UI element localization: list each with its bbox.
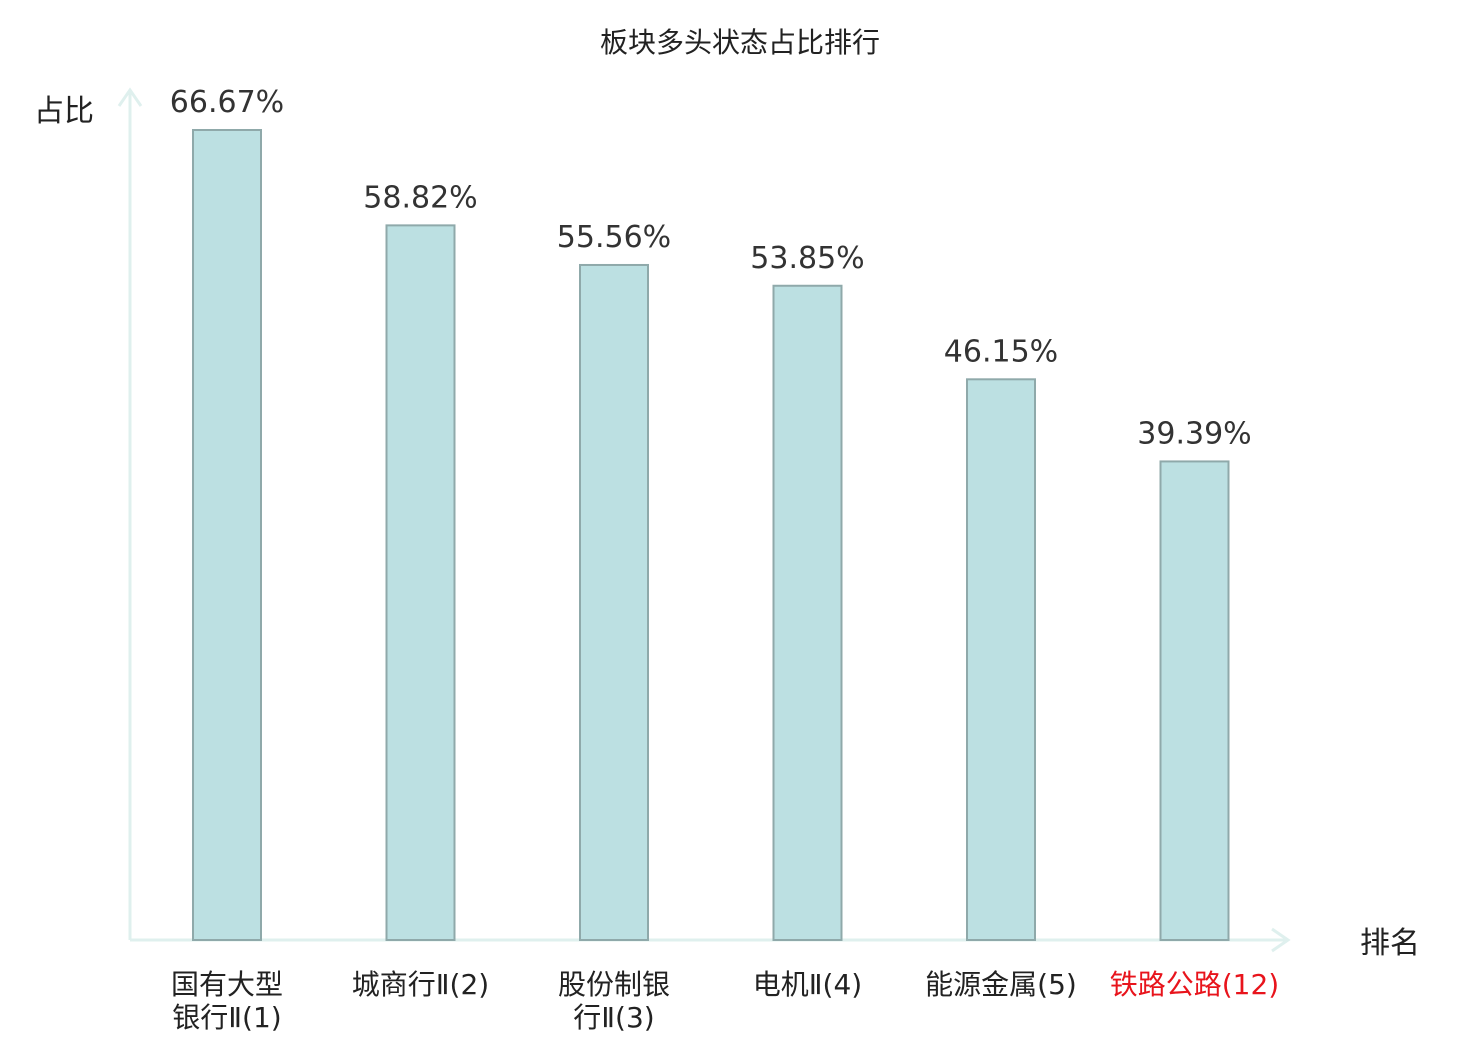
value-label-2: 58.82%	[363, 180, 477, 215]
category-label-6: 铁路公路(12)	[1110, 968, 1279, 1001]
category-label-4: 电机Ⅱ(4)	[753, 968, 862, 1001]
bar-6	[1159, 460, 1230, 941]
bar-2	[385, 224, 456, 941]
value-labels: 66.67% 58.82% 55.56% 53.85% 46.15% 39.39%	[170, 85, 1252, 451]
bar-5	[966, 378, 1036, 941]
value-label-5: 46.15%	[944, 334, 1058, 369]
category-label-1: 国有大型银行Ⅱ(1)	[171, 968, 283, 1034]
chart-title: 板块多头状态占比排行	[600, 26, 880, 59]
axes	[117, 87, 1291, 953]
x-axis-label: 排名	[1360, 926, 1420, 961]
category-labels: 国有大型银行Ⅱ(1) 城商行Ⅱ(2) 股份制银行Ⅱ(3) 电机Ⅱ(4) 能源金属(5) 铁…	[171, 968, 1279, 1034]
category-label-2: 城商行Ⅱ(2)	[352, 968, 489, 1001]
y-axis-label: 占比	[34, 94, 94, 129]
bar-3	[579, 263, 649, 941]
value-label-3: 55.56%	[557, 220, 671, 255]
category-label-3: 股份制银行Ⅱ(3)	[558, 968, 670, 1034]
bars	[192, 129, 1230, 942]
value-label-6: 39.39%	[1137, 416, 1251, 451]
y-axis-arrow	[117, 87, 143, 107]
x-axis-arrow	[1271, 927, 1291, 953]
value-label-1: 66.67%	[170, 85, 284, 120]
bar-4	[772, 284, 843, 942]
category-label-5: 能源金属(5)	[925, 968, 1077, 1001]
value-label-4: 53.85%	[750, 241, 864, 276]
bar-1	[192, 129, 262, 941]
